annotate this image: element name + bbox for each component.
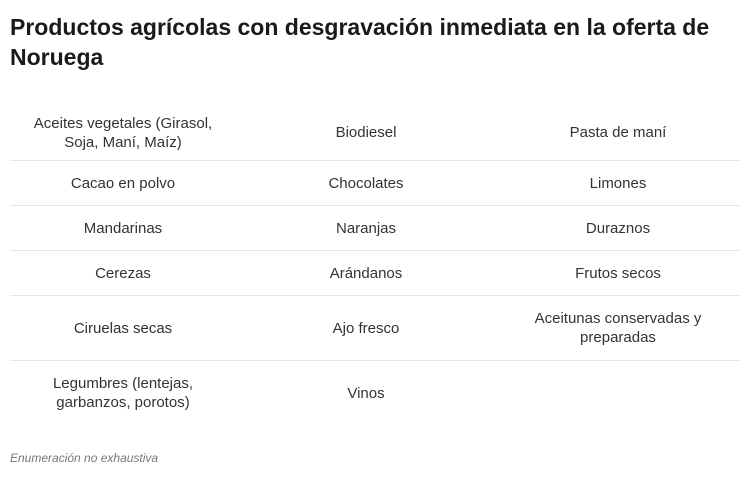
table-cell: Chocolates bbox=[328, 174, 404, 192]
table-cell: Duraznos bbox=[585, 219, 651, 237]
table-cell: Legumbres (lentejas, garbanzos, porotos) bbox=[52, 375, 194, 411]
table-cell: Naranjas bbox=[335, 219, 397, 237]
table-cell: Biodiesel bbox=[335, 124, 397, 141]
table-cell: Cacao en polvo bbox=[70, 174, 176, 192]
footnote: Enumeración no exhaustiva bbox=[10, 451, 159, 465]
table-row: Ciruelas secas Ajo fresco Aceitunas cons… bbox=[10, 296, 740, 361]
table-cell: Aceitunas conservadas y preparadas bbox=[534, 310, 702, 346]
table-cell: Ajo fresco bbox=[332, 319, 400, 337]
table-cell: Limones bbox=[589, 174, 647, 192]
table-cell: Aceites vegetales (Girasol, Soja, Maní, … bbox=[33, 114, 213, 151]
table-cell: Arándanos bbox=[329, 264, 403, 282]
table-cell: Pasta de maní bbox=[569, 124, 667, 141]
table-cell: Mandarinas bbox=[83, 219, 163, 237]
table-cell: Ciruelas secas bbox=[73, 319, 173, 337]
table-row: Mandarinas Naranjas Duraznos bbox=[10, 206, 740, 251]
table-cell bbox=[496, 361, 740, 426]
table-row: Legumbres (lentejas, garbanzos, porotos)… bbox=[10, 361, 740, 426]
table-cell: Frutos secos bbox=[575, 264, 661, 282]
page-title: Productos agrícolas con desgravación inm… bbox=[10, 14, 710, 70]
table-row: Cerezas Arándanos Frutos secos bbox=[10, 251, 740, 296]
table-cell: Vinos bbox=[347, 384, 385, 402]
table-row: Cacao en polvo Chocolates Limones bbox=[10, 161, 740, 206]
table-cell: Cerezas bbox=[95, 264, 151, 282]
products-table: Aceites vegetales (Girasol, Soja, Maní, … bbox=[10, 105, 740, 425]
table-row: Aceites vegetales (Girasol, Soja, Maní, … bbox=[10, 105, 740, 161]
